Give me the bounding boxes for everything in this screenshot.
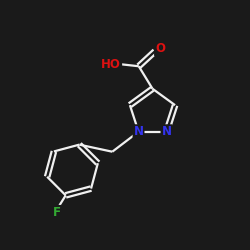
Text: N: N bbox=[134, 125, 143, 138]
Text: N: N bbox=[162, 125, 172, 138]
Text: F: F bbox=[52, 206, 60, 219]
Text: HO: HO bbox=[101, 58, 121, 71]
Text: O: O bbox=[155, 42, 165, 55]
